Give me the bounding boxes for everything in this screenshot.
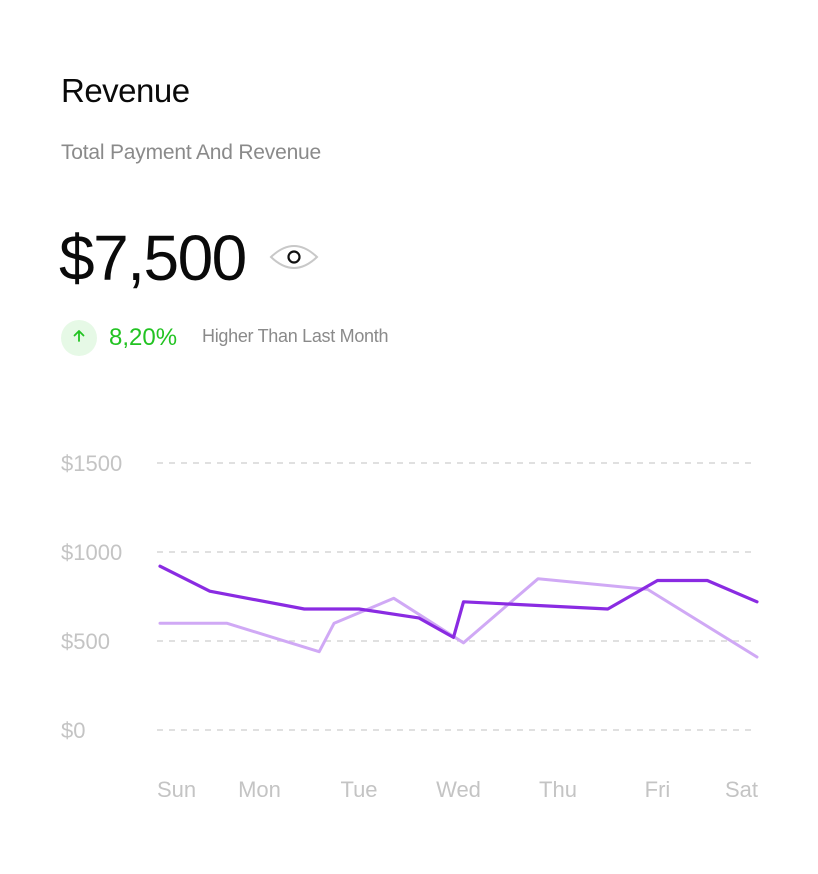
series-line-1 xyxy=(158,577,759,659)
y-tick-label: $500 xyxy=(61,629,110,654)
x-tick-label: Mon xyxy=(238,777,281,802)
x-tick-label: Sat xyxy=(725,777,758,802)
x-tick-label: Tue xyxy=(340,777,377,802)
arrow-up-icon xyxy=(71,328,87,349)
card-title: Revenue xyxy=(61,72,190,109)
series-line-2 xyxy=(158,564,759,640)
trend-badge xyxy=(61,320,97,356)
x-tick-label: Fri xyxy=(645,777,671,802)
revenue-amount: $7,500 xyxy=(59,222,247,294)
eye-icon[interactable] xyxy=(268,238,320,276)
x-tick-label: Sun xyxy=(157,777,196,802)
trend-value: 8,20% xyxy=(109,324,178,351)
x-tick-label: Wed xyxy=(436,777,481,802)
trend-text: Higher Than Last Month xyxy=(202,326,389,346)
y-tick-label: $0 xyxy=(61,718,85,743)
y-tick-label: $1500 xyxy=(61,451,122,476)
x-tick-label: Thu xyxy=(539,777,577,802)
card-subtitle: Total Payment And Revenue xyxy=(61,141,322,164)
y-tick-label: $1000 xyxy=(61,540,122,565)
